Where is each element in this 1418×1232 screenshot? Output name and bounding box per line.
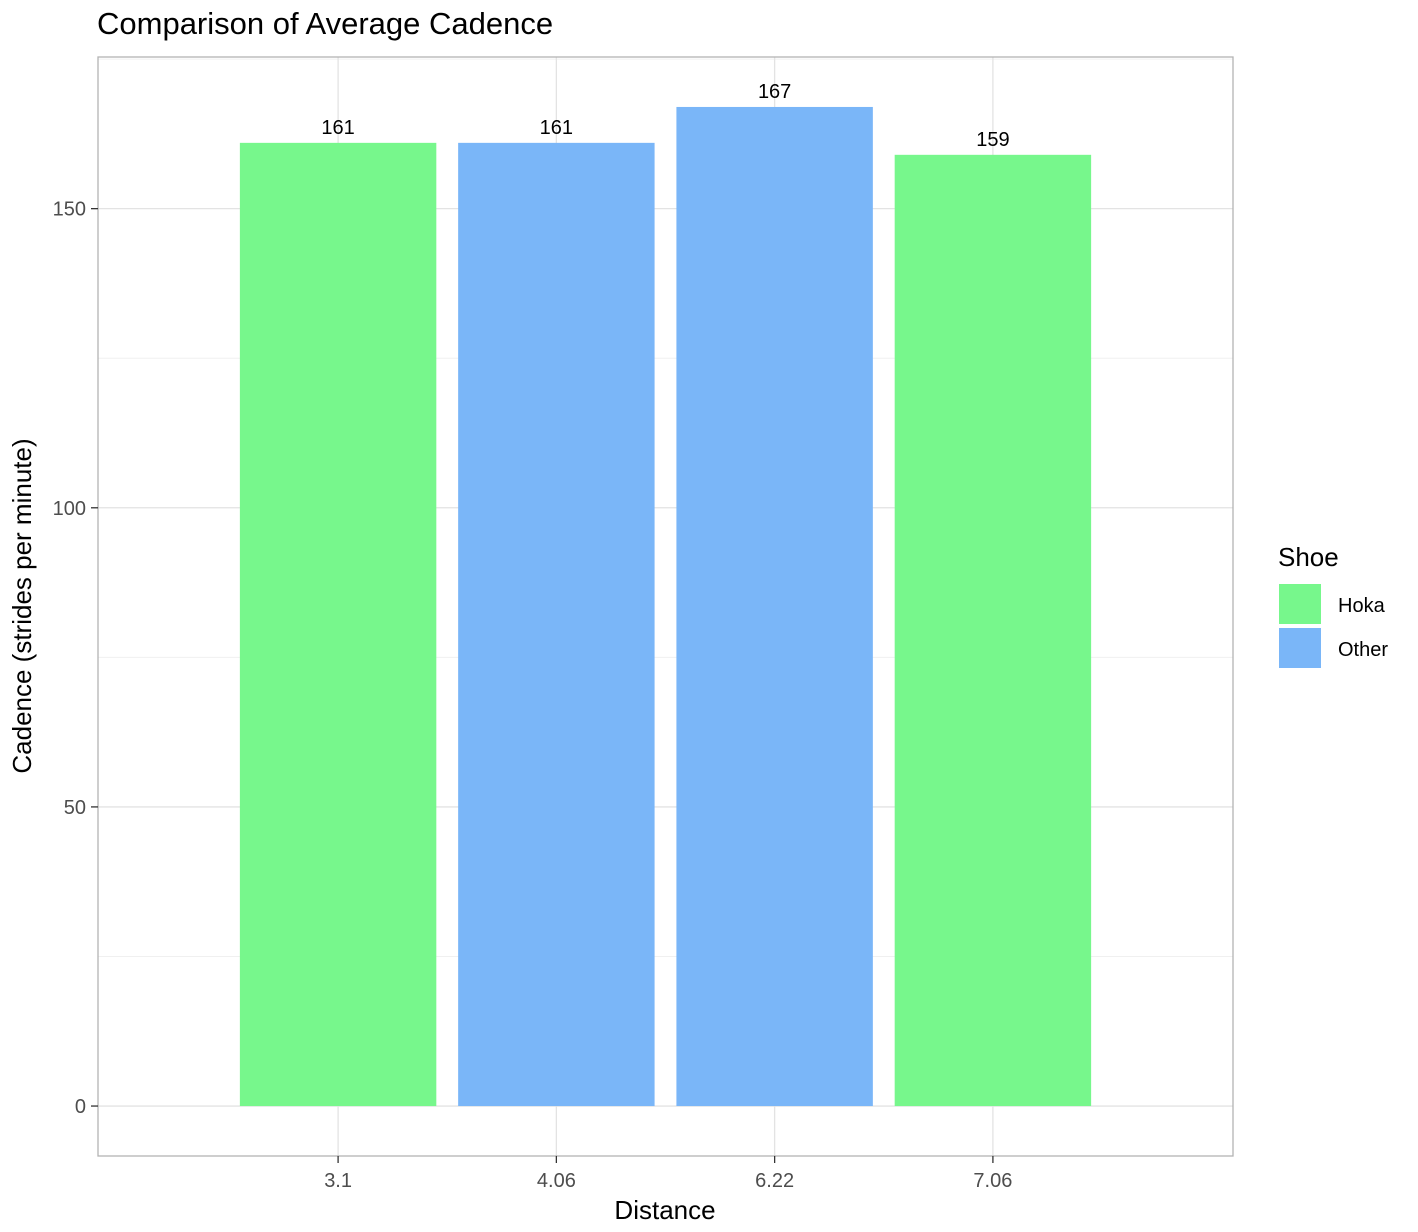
x-axis-ticks: 3.1 4.06 6.22 7.06 (324, 1156, 1012, 1192)
legend-key-hoka (1279, 584, 1321, 624)
y-tick-label: 100 (53, 498, 86, 520)
bars (239, 106, 1092, 1107)
bar (458, 142, 655, 1107)
data-label: 167 (758, 81, 791, 103)
x-tick-label: 3.1 (324, 1170, 352, 1192)
bar (894, 154, 1092, 1107)
plot-panel: 161 161 167 159 (97, 56, 1234, 1157)
x-tick-label: 6.22 (755, 1170, 794, 1192)
panel-border (97, 56, 1234, 1157)
data-labels: 161 161 167 159 (321, 81, 1009, 151)
chart-title: Comparison of Average Cadence (97, 6, 553, 41)
x-tick-label: 7.06 (973, 1170, 1012, 1192)
bar (676, 106, 873, 1107)
data-label: 159 (976, 129, 1009, 151)
x-tick-label: 4.06 (537, 1170, 576, 1192)
y-axis-title: Cadence (strides per minute) (7, 438, 37, 773)
x-axis-title: Distance (614, 1195, 715, 1225)
y-axis-ticks: 0 50 100 150 (53, 199, 98, 1118)
y-tick-label: 50 (64, 797, 86, 819)
legend-label-hoka: Hoka (1338, 595, 1386, 617)
data-label: 161 (321, 117, 354, 139)
data-label: 161 (540, 117, 573, 139)
legend-key-other (1279, 628, 1321, 668)
y-tick-label: 0 (75, 1096, 86, 1118)
legend: Shoe Hoka Other (1278, 542, 1388, 668)
y-tick-label: 150 (53, 199, 86, 221)
legend-item-other: Other (1279, 628, 1388, 668)
bar (239, 142, 437, 1107)
legend-title: Shoe (1278, 542, 1339, 572)
legend-item-hoka: Hoka (1279, 584, 1386, 624)
legend-label-other: Other (1338, 639, 1388, 661)
